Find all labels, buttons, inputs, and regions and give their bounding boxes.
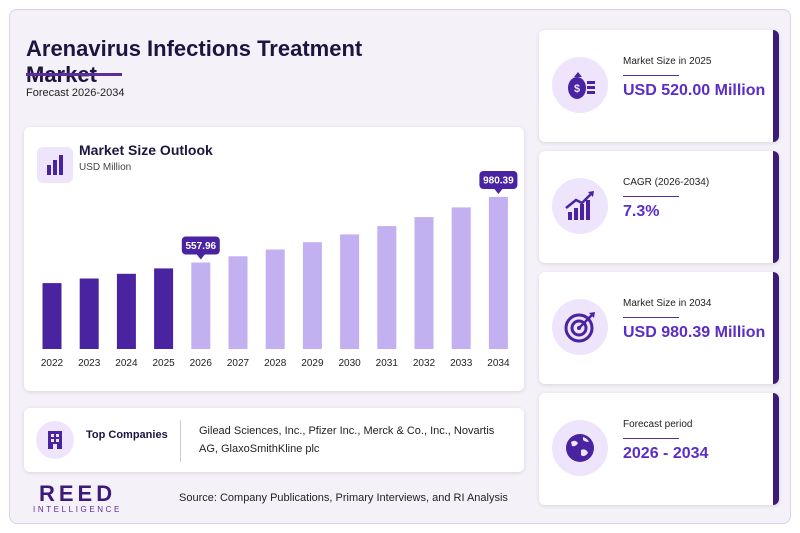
bar-2029 — [302, 242, 322, 349]
money-bag-icon: $ — [552, 57, 608, 113]
data-label-text: 980.39 — [483, 176, 514, 187]
x-tick-label: 2022 — [41, 358, 64, 369]
stat-rule — [623, 196, 679, 197]
logo-tagline: INTELLIGENCE — [33, 505, 122, 514]
data-label-text: 557.96 — [186, 241, 217, 252]
top-companies-card: Top Companies Gilead Sciences, Inc., Pfi… — [24, 408, 524, 472]
bar-2024 — [116, 273, 136, 349]
x-tick-label: 2025 — [152, 358, 175, 369]
stat-label: CAGR (2026-2034) — [623, 177, 710, 188]
globe-icon — [552, 420, 608, 476]
x-tick-label: 2029 — [301, 358, 324, 369]
stat-card-forecast-period: Forecast period 2026 - 2034 — [539, 393, 779, 505]
stat-value: 2026 - 2034 — [623, 445, 709, 462]
bar-2034 — [488, 197, 508, 349]
stat-label: Market Size in 2025 — [623, 56, 712, 67]
x-tick-label: 2031 — [376, 358, 399, 369]
x-tick-label: 2033 — [450, 358, 473, 369]
bar-2033 — [451, 207, 471, 349]
page-subtitle: Forecast 2026-2034 — [26, 87, 125, 99]
bar-2031 — [377, 226, 397, 349]
bar-2032 — [414, 217, 434, 349]
bar-2022 — [42, 283, 62, 349]
data-label-2026: 557.96 — [181, 236, 220, 260]
top-companies-label: Top Companies — [86, 429, 168, 441]
svg-text:$: $ — [574, 83, 580, 95]
bar-2026 — [191, 262, 211, 349]
x-tick-label: 2034 — [487, 358, 510, 369]
bar-chart-icon — [37, 147, 73, 183]
stat-value: USD 980.39 Million — [623, 324, 766, 341]
stat-rule — [623, 317, 679, 318]
x-tick-label: 2023 — [78, 358, 101, 369]
stat-rule — [623, 438, 679, 439]
growth-chart-icon — [552, 178, 608, 234]
stat-rule — [623, 75, 679, 76]
building-icon — [36, 421, 74, 459]
stat-value: USD 520.00 Million — [623, 82, 766, 99]
stat-label: Market Size in 2034 — [623, 298, 712, 309]
chart-unit: USD Million — [79, 162, 132, 173]
x-tick-label: 2032 — [413, 358, 436, 369]
data-label-2034: 980.39 — [479, 171, 518, 194]
x-tick-label: 2026 — [190, 358, 213, 369]
bar-2030 — [340, 234, 360, 349]
bar-2025 — [154, 268, 174, 349]
chart-title: Market Size Outlook — [79, 142, 213, 158]
logo-wordmark: REED — [39, 481, 117, 506]
target-icon — [552, 299, 608, 355]
stat-card-cagr: CAGR (2026-2034) 7.3% — [539, 151, 779, 263]
bar-2023 — [79, 278, 99, 349]
top-companies-list: Gilead Sciences, Inc., Pfizer Inc., Merc… — [199, 425, 495, 455]
stat-card-market-size-2034: Market Size in 2034 USD 980.39 Million — [539, 272, 779, 384]
stat-card-market-size-2025: $ Market Size in 2025 USD 520.00 Million — [539, 30, 779, 142]
x-tick-label: 2028 — [264, 358, 287, 369]
x-tick-label: 2027 — [227, 358, 250, 369]
stat-label: Forecast period — [623, 419, 693, 430]
x-tick-label: 2030 — [338, 358, 361, 369]
bar-chart: 2022 2023 2024 2025 2026 2027 2028 2029 2030 2031… — [41, 171, 518, 369]
title-underline — [26, 73, 122, 76]
stat-value: 7.3% — [623, 203, 660, 220]
chart-card: Market Size Outlook USD Million 2022 2023… — [24, 127, 524, 391]
source-note: Source: Company Publications, Primary In… — [179, 492, 508, 504]
bar-2028 — [265, 249, 285, 349]
x-tick-label: 2024 — [115, 358, 138, 369]
page-title: Arenavirus Infections Treatment Market — [26, 36, 363, 87]
divider — [180, 420, 181, 462]
bar-2027 — [228, 256, 248, 349]
